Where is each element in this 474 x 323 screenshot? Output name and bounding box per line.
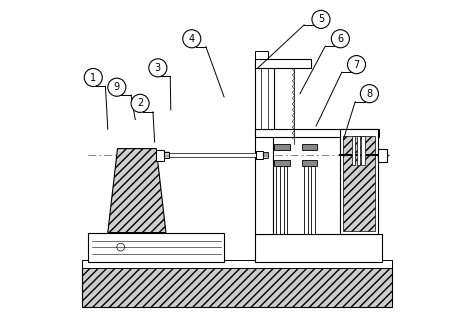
Bar	[276, 166, 280, 234]
Bar	[301, 144, 317, 150]
Bar	[301, 160, 317, 166]
Text: 7: 7	[354, 60, 360, 69]
Bar	[255, 59, 311, 68]
Bar	[304, 166, 308, 234]
Bar	[89, 233, 224, 262]
Text: 8: 8	[366, 89, 373, 99]
Bar	[164, 152, 170, 158]
Bar	[255, 51, 268, 59]
Bar	[255, 131, 273, 234]
Bar	[356, 136, 360, 165]
Text: 5: 5	[318, 15, 324, 24]
Bar	[170, 153, 258, 157]
Bar	[82, 265, 392, 307]
Bar	[255, 234, 383, 262]
Bar	[263, 152, 268, 158]
Bar	[343, 136, 374, 231]
Polygon shape	[108, 149, 166, 233]
Bar	[255, 60, 274, 129]
Bar	[340, 129, 377, 234]
Circle shape	[108, 78, 126, 96]
Text: 4: 4	[189, 34, 195, 44]
Bar	[361, 136, 365, 165]
Circle shape	[312, 10, 330, 28]
Text: 9: 9	[114, 82, 120, 92]
Bar	[82, 260, 392, 268]
Circle shape	[331, 30, 349, 48]
Circle shape	[84, 68, 102, 87]
Circle shape	[183, 30, 201, 48]
Bar	[256, 151, 263, 159]
Bar	[283, 166, 287, 234]
Text: 6: 6	[337, 34, 344, 44]
Bar	[274, 160, 290, 166]
Text: 1: 1	[90, 73, 96, 82]
Bar	[255, 129, 379, 137]
Text: 3: 3	[155, 63, 161, 73]
Circle shape	[149, 59, 167, 77]
Bar	[311, 166, 315, 234]
Text: 2: 2	[137, 99, 143, 108]
Bar	[155, 150, 164, 161]
Bar	[274, 144, 290, 150]
Bar	[377, 149, 387, 162]
Circle shape	[360, 85, 378, 103]
Bar	[352, 136, 355, 165]
Circle shape	[347, 56, 365, 74]
Circle shape	[131, 94, 149, 112]
